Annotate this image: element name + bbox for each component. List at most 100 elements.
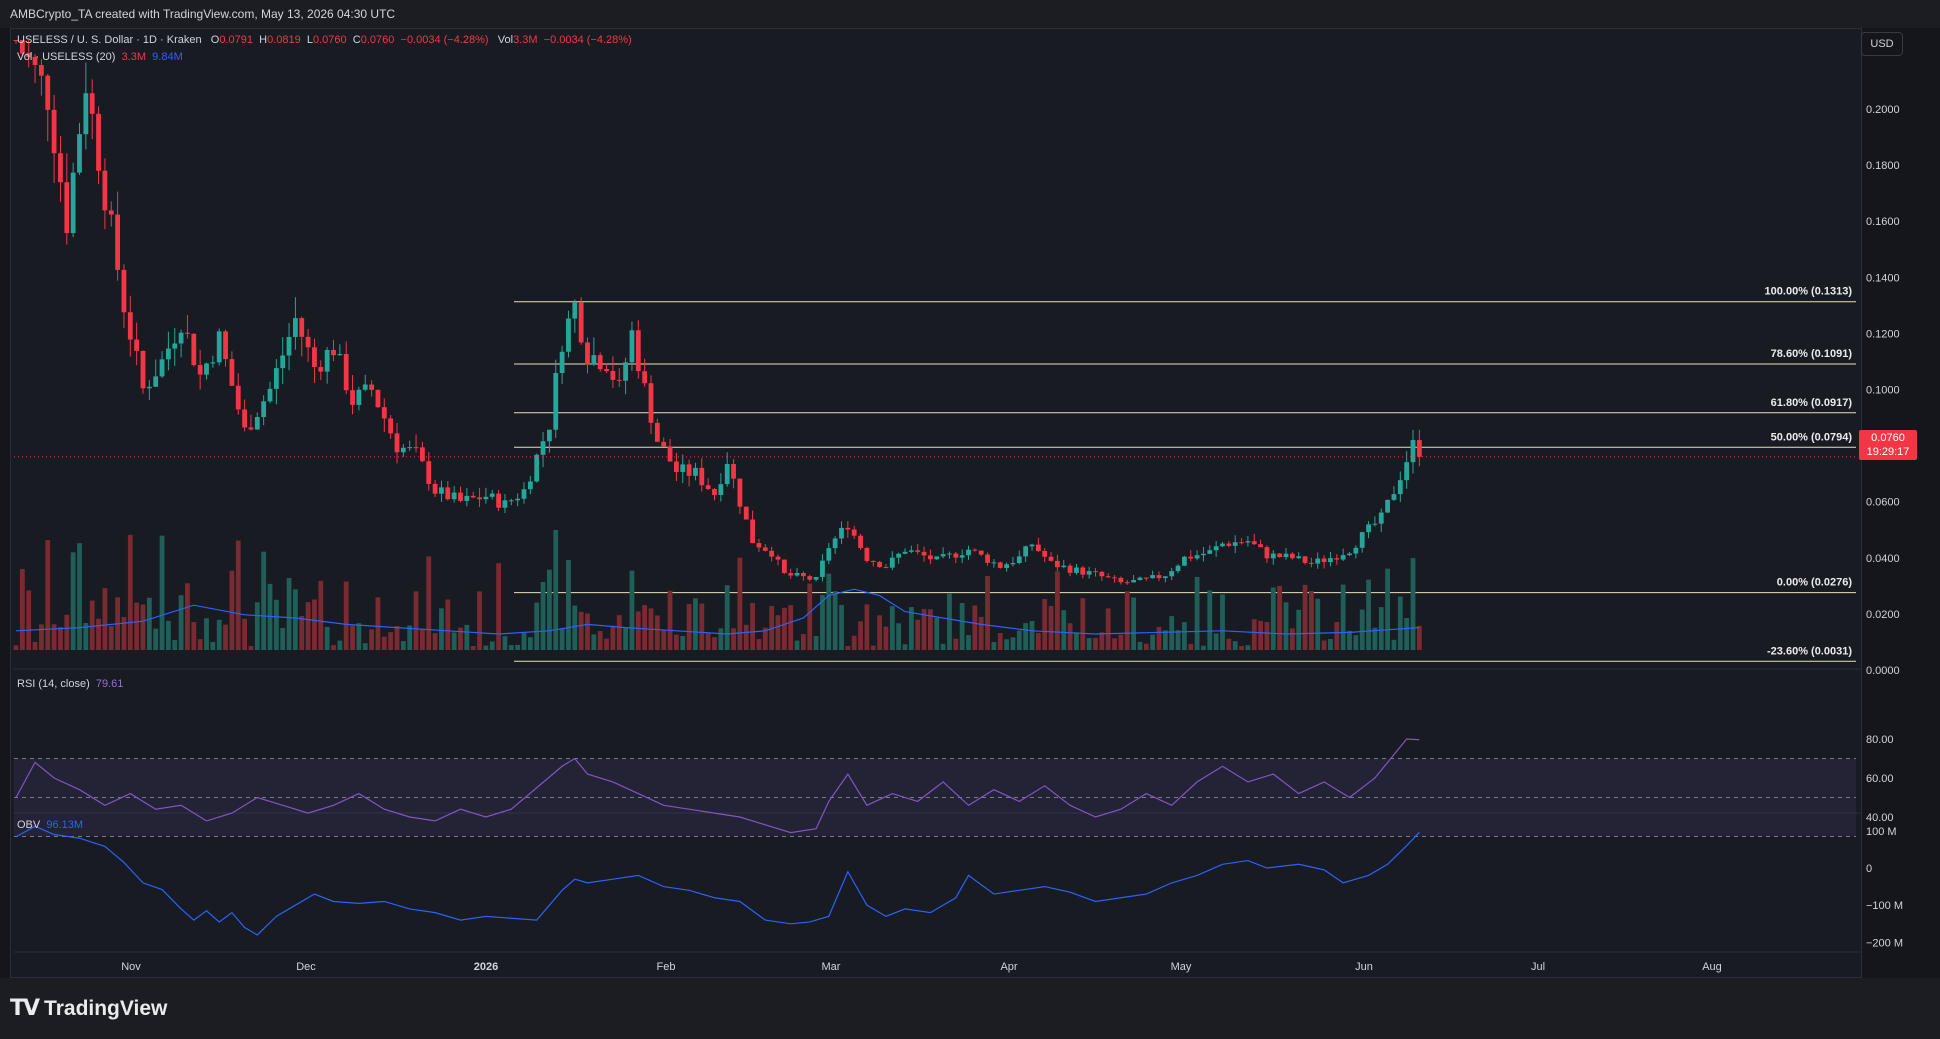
candle-body [140, 350, 146, 389]
chart-frame[interactable] [10, 28, 1862, 978]
candle-body [58, 153, 63, 183]
candle-body [216, 331, 222, 363]
volume-bar [572, 605, 578, 650]
volume-bar [788, 605, 794, 650]
candle-body [591, 355, 597, 365]
volume-bar [604, 638, 609, 650]
volume-bar [775, 615, 781, 650]
volume-bar [121, 617, 127, 650]
candle-body [343, 353, 349, 391]
time-axis-label: Dec [296, 961, 316, 973]
price-axis-label: 0.2000 [1866, 104, 1900, 116]
volume-bar [420, 629, 425, 650]
candle-body [1321, 558, 1327, 563]
candle-body [1124, 582, 1130, 584]
volume-bar [508, 645, 514, 650]
candle-body [102, 170, 108, 211]
volume-bar [1416, 625, 1422, 650]
volume-bar [388, 632, 394, 650]
candle-body [1029, 544, 1035, 547]
volume-bar [1404, 618, 1410, 650]
candle-body [769, 550, 775, 557]
countdown-value: 19:29:17 [1866, 446, 1910, 458]
candle-body [1055, 560, 1060, 568]
candle-body [1035, 544, 1041, 551]
volume-bar [1391, 639, 1397, 650]
candle-body [439, 487, 444, 494]
candle-body [1016, 556, 1022, 563]
candle-body [521, 489, 527, 499]
candle-body [166, 348, 171, 360]
candle-body [801, 572, 806, 577]
volume-bar [693, 598, 698, 650]
vol-ma-value-b: 9.84M [152, 51, 183, 63]
obv-line [15, 825, 1420, 936]
volume-bar [997, 633, 1003, 650]
candle-body [635, 330, 641, 372]
time-axis-label: May [1171, 961, 1192, 973]
candle-body [229, 359, 235, 386]
volume-bar [1264, 622, 1270, 650]
candle-body [369, 384, 374, 390]
rsi-axis-label: 60.00 [1866, 773, 1894, 785]
candle-body [108, 210, 114, 215]
volume-bar [591, 634, 597, 650]
candle-body [737, 478, 743, 507]
candle-body [115, 214, 120, 270]
volume-bar [1023, 623, 1029, 650]
time-axis-label: Feb [657, 961, 676, 973]
volume-bar [394, 626, 400, 650]
candle-body [1137, 577, 1143, 580]
volume-bar [445, 599, 451, 650]
brand-name: TradingView [44, 996, 168, 1020]
volume-bar [712, 637, 717, 650]
candle-body [953, 553, 959, 558]
candle-body [845, 527, 851, 530]
candle-body [470, 495, 476, 498]
volume-bar [813, 636, 819, 650]
time-axis-label: Jun [1355, 961, 1373, 973]
candle-body [674, 461, 679, 472]
candle-body [616, 379, 622, 381]
candle-body [134, 339, 140, 351]
candle-body [1074, 567, 1079, 573]
candle-body [1175, 565, 1181, 572]
candle-body [1245, 541, 1251, 543]
candle-body [1169, 571, 1175, 577]
vol-value: 3.3M [513, 34, 538, 46]
candle-body [1162, 576, 1168, 579]
candle-body [305, 336, 311, 348]
volume-bar [985, 576, 990, 650]
volume-bar [451, 632, 457, 650]
candle-body [77, 134, 82, 173]
candle-body [553, 373, 559, 430]
tradingview-logo[interactable]: TV TradingView [10, 996, 167, 1021]
candle-body [775, 556, 781, 560]
volume-bar [426, 556, 432, 650]
vol-ma-value-a: 3.3M [121, 51, 147, 63]
volume-bar [216, 619, 222, 650]
candle-body [356, 389, 362, 405]
volume-bar [1093, 637, 1098, 650]
candle-body [312, 347, 317, 368]
volume-bar [159, 535, 165, 650]
volume-bar [235, 540, 241, 650]
currency-button[interactable]: USD [1861, 32, 1903, 56]
volume-bar [58, 627, 63, 650]
volume-bar [1029, 621, 1035, 650]
candle-body [820, 560, 825, 578]
volume-bar [807, 583, 813, 650]
candle-body [1270, 553, 1276, 559]
volume-bar [248, 646, 254, 650]
volume-bar [1251, 619, 1257, 650]
candle-body [915, 550, 921, 552]
volume-bar [185, 583, 190, 650]
candle-body [413, 447, 419, 449]
volume-bar [635, 611, 641, 650]
candle-body [756, 543, 762, 548]
volume-bar [934, 617, 940, 650]
candle-body [1232, 542, 1238, 546]
fib-level-label: 78.60% (0.1091) [1771, 348, 1853, 360]
candle-body [883, 567, 889, 569]
